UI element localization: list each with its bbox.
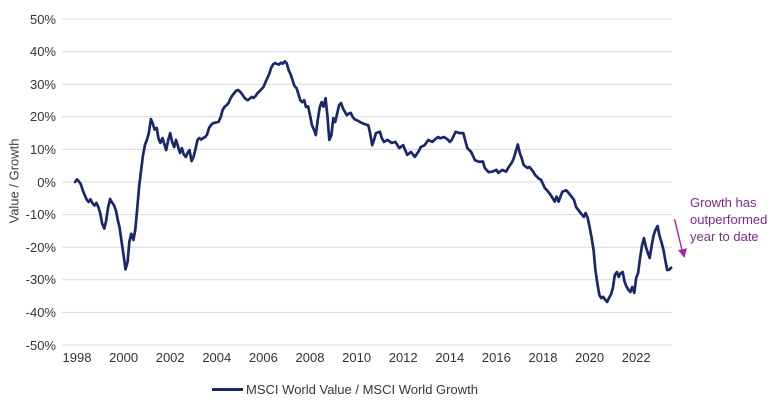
legend: MSCI World Value / MSCI World Growth — [0, 382, 690, 397]
x-tick-label: 2016 — [481, 350, 511, 365]
y-tick-label: -30% — [25, 272, 56, 288]
y-axis-title: Value / Growth — [6, 138, 22, 224]
series-line — [73, 60, 673, 304]
x-tick-label: 2022 — [621, 350, 651, 365]
y-tick-label: 0% — [37, 174, 56, 190]
x-tick-label: 2006 — [248, 350, 278, 365]
y-tick-label: 40% — [29, 44, 56, 60]
x-tick-label: 2004 — [202, 350, 232, 365]
annotation-arrow-line — [673, 218, 683, 251]
y-tick-label: 50% — [29, 11, 56, 27]
y-tick-label: 20% — [29, 109, 56, 125]
x-tick-label: 2018 — [528, 350, 558, 365]
x-tick-label: 2002 — [155, 350, 185, 365]
x-tick-label: 1998 — [62, 350, 92, 365]
y-tick-label: 30% — [29, 76, 56, 92]
x-tick-label: 2010 — [342, 350, 372, 365]
legend-label: MSCI World Value / MSCI World Growth — [246, 382, 478, 397]
y-tick-label: -10% — [25, 207, 56, 223]
annotation-text: Growth has outperformed year to date — [690, 195, 768, 244]
y-tick-label: -20% — [25, 239, 56, 255]
legend-line-sample-icon — [212, 388, 244, 391]
x-tick-label: 2000 — [109, 350, 139, 365]
x-tick-label: 2008 — [295, 350, 325, 365]
series-line-group — [73, 60, 673, 304]
y-tick-label: -50% — [25, 337, 56, 353]
y-tick-label: -40% — [25, 304, 56, 320]
annotation-arrow — [673, 218, 687, 258]
x-tick-label: 2020 — [575, 350, 605, 365]
gridlines — [62, 18, 672, 346]
x-tick-label: 2014 — [435, 350, 465, 365]
y-tick-label: 10% — [29, 141, 56, 157]
annotation-arrowhead-icon — [678, 248, 687, 258]
x-tick-label: 2012 — [388, 350, 418, 365]
